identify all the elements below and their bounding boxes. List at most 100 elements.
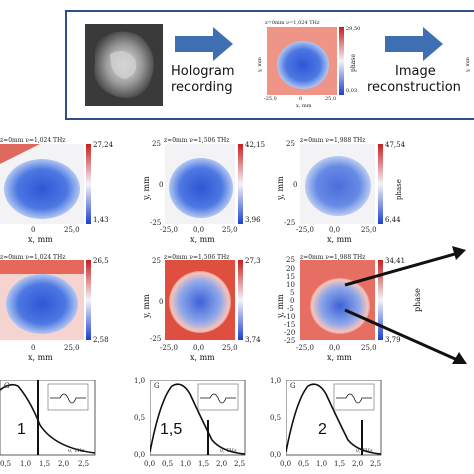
r2c3-ytick-m10: -10 [284,313,296,321]
r1c1-xtick-max: 25,0 [64,226,80,234]
r1c2-cb-min: 3,96 [245,216,261,224]
s3-ybot: 0,0 [270,451,282,459]
s1-xt2: 1,0 [20,460,32,468]
spectrum-1-g: G [4,382,10,390]
s2-xt3: 1,5 [198,460,210,468]
object-photo [85,24,163,106]
r2c3-cb-min: 3,79 [385,336,401,344]
spectrum-2-g: G [154,382,160,390]
r2c1-xtick-mid: 0 [31,344,36,352]
spectrum-2-plot [150,380,246,456]
r1c3-phase-map [300,144,375,224]
top-colorbar [339,27,344,95]
r1c1-xtick-mid: 0 [31,226,36,234]
r2c2-xtick-min: -25,0 [160,344,178,352]
r2c1-cb-min: 2,58 [93,336,109,344]
s2-xt2: 1,0 [180,460,192,468]
r1c2-cb-max: 42,15 [245,141,266,149]
s1-xt4: 2,0 [58,460,70,468]
top-xlabel: x, mm [296,103,312,109]
r2c1-colorbar [86,260,91,340]
spectrum-3-unit: ν, THz [356,448,373,454]
r1c3-ylabel: y, mm [276,176,285,200]
r2c2-ytick-m25: -25 [150,335,162,343]
r2c1-phase-map [0,260,84,340]
r1c3-xlabel: x, mm [327,235,352,244]
r2c3-ytick-15: 15 [286,273,295,281]
s2-ytop: 1,0 [134,377,146,385]
step-recording-line1: Hologram [171,64,235,79]
r2c1-xlabel: x, mm [28,353,53,362]
r2c1-xtick-max: 25,0 [64,344,80,352]
r2c2-xlabel: x, mm [190,353,215,362]
r2c3-ytick-0: 0 [290,297,295,305]
r1c2-phase-map [165,144,235,224]
step-reconstruction-line1: Image [395,64,436,79]
r1c3-ytick-0: 0 [293,181,298,189]
r1c2-ytick-m25: -25 [150,219,162,227]
arrow-right-icon [175,27,233,61]
arrow-head-icon [452,246,466,260]
s2-xt4: 2,0 [216,460,228,468]
s2-xt0: 0,0 [144,460,156,468]
spectrum-3-g: G [290,382,296,390]
r2c2-colorbar [238,260,243,340]
r2c1-cb-max: 26,5 [93,257,109,265]
r2c3-xtick-max: 25,0 [361,344,377,352]
r1c1-xlabel: x, mm [28,235,53,244]
step-reconstruction-line2: reconstruction [367,80,461,95]
r2c2-xtick-mid: 0,0 [193,344,205,352]
spectrum-1-marker: 1 [17,421,26,438]
r2c3-cb-max: 34,41 [385,257,406,265]
r2c2-cb-max: 27,3 [245,257,261,265]
r1c2-title: z=0mm ν=1,506 THz [164,137,230,144]
r2c3-xtick-min: -25,0 [296,344,314,352]
top-phase-label: phase [350,54,357,72]
r1c3-cb-max: 47,54 [385,141,406,149]
r2c3-colorbar [378,260,383,340]
top-cb-max: 29,50 [346,26,361,32]
r1c2-xlabel: x, mm [190,235,215,244]
s2-xt5: 2,5 [234,460,246,468]
r1c3-cb-min: 6,44 [385,216,401,224]
spectrum-2-marker: 1,5 [160,421,183,438]
r1c2-xtick-min: -25,0 [160,226,178,234]
r1c1-cb-min: 1,43 [93,216,109,224]
r1c3-xtick-mid: 0,0 [329,226,341,234]
r1c3-colorbar [378,144,383,224]
r2c3-ytick-10: 10 [286,281,295,289]
s2-xt1: 0,5 [162,460,174,468]
top-map-title: z=0mm ν=1,024 THz [265,20,320,26]
r1c3-title: z=0mm ν=1,988 THz [300,137,366,144]
s1-xt1: 0,5 [0,460,12,468]
s3-xt1: 0,5 [298,460,310,468]
r1c1-cb-max: 27,24 [93,141,114,149]
r1c1-colorbar [86,144,91,224]
hologram-phase-map [267,27,337,95]
r2c3-xlabel: x, mm [327,353,352,362]
r2c3-title: z=0mm ν=1,988 THz [300,254,366,261]
spectrum-1-unit: ν, THz [68,448,85,454]
r2c3-ytick-m15: -15 [284,321,296,329]
spectrum-3-plot [286,380,382,456]
r1c3-xtick-max: 25,0 [361,226,377,234]
top-ylabel: y, mm [257,57,263,72]
r2c2-phase-map [165,260,235,340]
s3-xt4: 2,0 [352,460,364,468]
r2c3-xtick-mid: 0,0 [329,344,341,352]
spectrum-2-unit: ν, THz [220,448,237,454]
r1c2-ytick-0: 0 [159,181,164,189]
s3-ymid: 0,5 [270,414,282,422]
r1c2-xtick-mid: 0,0 [193,226,205,234]
r2c2-cb-min: 3,74 [245,336,261,344]
r1c2-ylabel: y, mm [142,176,151,200]
r2c3-ytick-25: 25 [286,256,295,264]
top-cb-min: 0,03 [346,88,358,94]
r2c3-ytick-20: 20 [286,265,295,273]
arrow-head-icon [452,352,467,364]
top-right-ylabel: y, mm [465,57,471,72]
s3-xt2: 1,0 [316,460,328,468]
r2c3-ytick-m5: -5 [287,305,294,313]
r2c2-ylabel: y, mm [142,294,151,318]
output-arrows [344,246,467,364]
